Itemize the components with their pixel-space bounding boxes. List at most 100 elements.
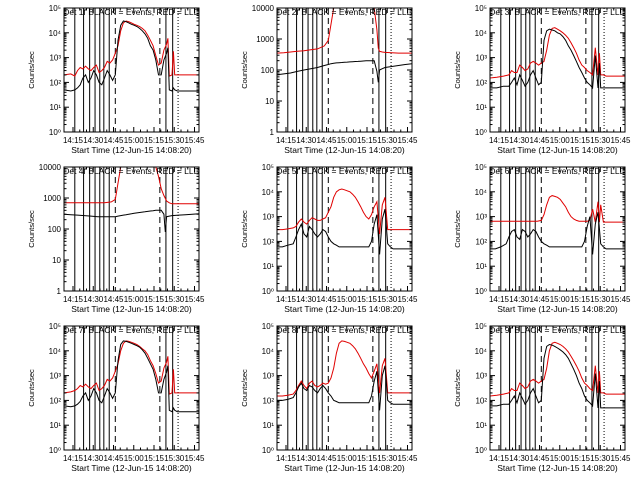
x-axis-label: Start Time (12-Jun-15 14:08:20) xyxy=(284,304,405,314)
x-tick-label: 15:30 xyxy=(377,295,398,304)
x-tick-label: 14:30 xyxy=(296,136,317,145)
x-tick-label: 14:30 xyxy=(509,136,530,145)
x-tick-label: 15:30 xyxy=(590,136,611,145)
y-tick-label: 10⁰ xyxy=(475,128,487,137)
x-axis-label: Start Time (12-Jun-15 14:08:20) xyxy=(71,145,192,155)
panel-det-3: 14:15 14:30 14:45 15:00 15:15 15:30 15:45 10⁰ 10… xyxy=(453,4,631,155)
x-tick-label: 14:15 xyxy=(276,136,297,145)
x-tick-label: 14:30 xyxy=(509,454,530,463)
y-tick-label: 1000 xyxy=(43,194,61,203)
x-tick-label: 14:45 xyxy=(316,454,337,463)
x-tick-label: 15:15 xyxy=(144,136,165,145)
panel-det-6: 14:15 14:30 14:45 15:00 15:15 15:30 15:45 10⁰ 10… xyxy=(453,163,631,314)
x-tick-label: 15:30 xyxy=(590,295,611,304)
x-tick-label: 15:45 xyxy=(184,136,205,145)
plot-frame xyxy=(489,7,626,133)
plot-frame xyxy=(63,166,200,292)
x-tick-label: 15:00 xyxy=(124,295,145,304)
x-tick-label: 15:45 xyxy=(397,454,418,463)
plot-frame xyxy=(63,7,200,133)
y-tick-label: 10⁵ xyxy=(262,163,274,172)
panel-title: Det 3f BLACK = Events, RED = LLD xyxy=(489,7,626,17)
panel-title: Det 8f BLACK = Events, RED = LLD xyxy=(276,325,413,335)
panel-det-7: 14:15 14:30 14:45 15:00 15:15 15:30 15:45 10⁰ 10… xyxy=(27,322,205,473)
series-lld-line xyxy=(277,340,412,397)
y-tick-label: 10² xyxy=(49,78,61,87)
y-axis-label: Counts/sec xyxy=(27,369,36,407)
y-tick-label: 10² xyxy=(475,396,487,405)
y-tick-label: 10¹ xyxy=(475,262,487,271)
x-tick-label: 14:15 xyxy=(489,454,510,463)
x-tick-label: 15:45 xyxy=(397,136,418,145)
panel-title: Det 6f BLACK = Events, RED = LLD xyxy=(489,166,626,176)
x-tick-label: 15:30 xyxy=(377,454,398,463)
y-tick-label: 10¹ xyxy=(49,421,61,430)
x-tick-label: 14:45 xyxy=(529,136,550,145)
y-axis-label: Counts/sec xyxy=(240,369,249,407)
x-axis-label: Start Time (12-Jun-15 14:08:20) xyxy=(497,304,618,314)
x-tick-label: 15:30 xyxy=(164,295,185,304)
series-events-line xyxy=(64,340,199,413)
y-tick-label: 10² xyxy=(475,78,487,87)
x-tick-label: 15:30 xyxy=(590,454,611,463)
x-tick-label: 15:15 xyxy=(357,295,378,304)
y-tick-label: 10³ xyxy=(49,54,61,63)
y-tick-label: 10⁰ xyxy=(475,287,487,296)
y-tick-label: 10 xyxy=(52,256,61,265)
series-lld-line xyxy=(490,195,625,223)
panel-title: Det 2f BLACK = Events, RED = LLD xyxy=(276,7,413,17)
y-tick-label: 1000 xyxy=(256,35,274,44)
x-tick-label: 14:30 xyxy=(83,136,104,145)
series-lld-line xyxy=(490,27,625,79)
y-tick-label: 10³ xyxy=(49,372,61,381)
x-tick-label: 15:00 xyxy=(550,454,571,463)
y-tick-label: 10³ xyxy=(475,213,487,222)
y-tick-label: 100 xyxy=(261,66,275,75)
y-tick-label: 10² xyxy=(262,237,274,246)
x-tick-label: 14:15 xyxy=(63,136,84,145)
panel-det-5: 14:15 14:30 14:45 15:00 15:15 15:30 15:45 10⁰ 10… xyxy=(240,163,418,314)
x-axis-label: Start Time (12-Jun-15 14:08:20) xyxy=(497,463,618,473)
y-tick-label: 10⁴ xyxy=(475,347,488,356)
y-tick-label: 10⁵ xyxy=(475,322,487,331)
x-tick-label: 14:45 xyxy=(103,454,124,463)
y-tick-label: 10⁴ xyxy=(49,347,62,356)
x-axis-label: Start Time (12-Jun-15 14:08:20) xyxy=(497,145,618,155)
x-tick-label: 15:45 xyxy=(184,454,205,463)
y-tick-label: 10 xyxy=(265,97,274,106)
y-axis-label: Counts/sec xyxy=(453,369,462,407)
y-tick-label: 1 xyxy=(270,128,275,137)
series-lld-line xyxy=(64,167,199,205)
series-events-line xyxy=(64,20,199,92)
series-events-line xyxy=(490,212,625,255)
panel-title: Det 4f BLACK = Events, RED = LLD xyxy=(63,166,200,176)
x-tick-label: 15:15 xyxy=(570,136,591,145)
y-tick-label: 10⁰ xyxy=(49,446,61,455)
panel-title: Det 7f BLACK = Events, RED = LLD xyxy=(63,325,200,335)
x-tick-label: 15:15 xyxy=(144,454,165,463)
x-tick-label: 15:00 xyxy=(337,454,358,463)
x-tick-label: 15:30 xyxy=(164,454,185,463)
y-axis-label: Counts/sec xyxy=(240,51,249,89)
y-tick-label: 10² xyxy=(475,237,487,246)
series-events-line xyxy=(490,343,625,409)
y-tick-label: 10³ xyxy=(475,372,487,381)
x-tick-label: 14:45 xyxy=(529,295,550,304)
y-tick-label: 10¹ xyxy=(49,103,61,112)
y-tick-label: 10⁵ xyxy=(475,163,487,172)
plot-frame xyxy=(63,325,200,451)
x-tick-label: 15:45 xyxy=(610,136,631,145)
plot-frame xyxy=(276,166,413,292)
y-tick-label: 10⁵ xyxy=(49,322,61,331)
series-events-line xyxy=(277,208,412,255)
y-tick-label: 10⁰ xyxy=(262,287,274,296)
x-tick-label: 14:30 xyxy=(296,295,317,304)
x-tick-label: 14:15 xyxy=(489,295,510,304)
x-tick-label: 14:15 xyxy=(63,295,84,304)
series-lld-line xyxy=(277,188,412,234)
series-lld-line xyxy=(277,8,412,54)
panel-det-2: 14:15 14:30 14:45 15:00 15:15 15:30 15:45 1 10 10… xyxy=(240,4,418,155)
y-tick-label: 10⁵ xyxy=(262,322,274,331)
x-tick-label: 14:15 xyxy=(63,454,84,463)
